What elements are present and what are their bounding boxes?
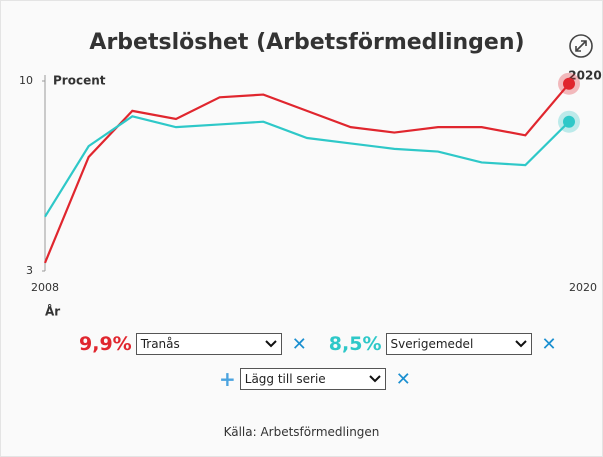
x-axis-label: År: [45, 304, 60, 319]
y-axis-label: Procent: [53, 74, 106, 88]
series-line: [43, 83, 570, 264]
value-label: 9,9%: [79, 333, 132, 355]
series-row: 9,9% Tranås ✕ 8,5% Sverigemedel ✕: [79, 333, 557, 355]
endpoint: [563, 115, 575, 128]
series-line: [44, 115, 570, 218]
series-select[interactable]: Tranås: [135, 333, 282, 355]
add-icon[interactable]: +: [219, 367, 236, 391]
add-series-label: Lägg till serie: [244, 372, 326, 386]
chart-title: Arbetslöshet (Arbetsförmedlingen): [89, 30, 524, 55]
value-label: 8,5%: [328, 333, 382, 355]
x-tick-label: 2008: [31, 281, 59, 294]
series-select[interactable]: Sverigemedel: [385, 333, 532, 355]
legend-entry: Tranås: [140, 337, 180, 351]
remove-icon[interactable]: ✕: [395, 368, 411, 390]
chart: Arbetslöshet (Arbetsförmedlingen) Procen…: [19, 30, 602, 319]
y-tick-label: 10: [19, 74, 33, 87]
endpoint: [563, 77, 575, 90]
add-row: + Lägg till serie ✕: [219, 367, 411, 391]
add-series-select[interactable]: Lägg till serie: [239, 368, 386, 390]
highlight-x-label: 2020: [568, 69, 601, 83]
x-tick-label: 2020: [569, 281, 597, 294]
y-tick-label: 3: [26, 264, 33, 277]
legend-entry: Sverigemedel: [390, 337, 474, 351]
expand-icon[interactable]: [569, 34, 593, 58]
remove-icon[interactable]: ✕: [541, 333, 557, 355]
remove-icon[interactable]: ✕: [291, 333, 307, 355]
source: Källa: Arbetsförmedlingen: [223, 425, 380, 439]
